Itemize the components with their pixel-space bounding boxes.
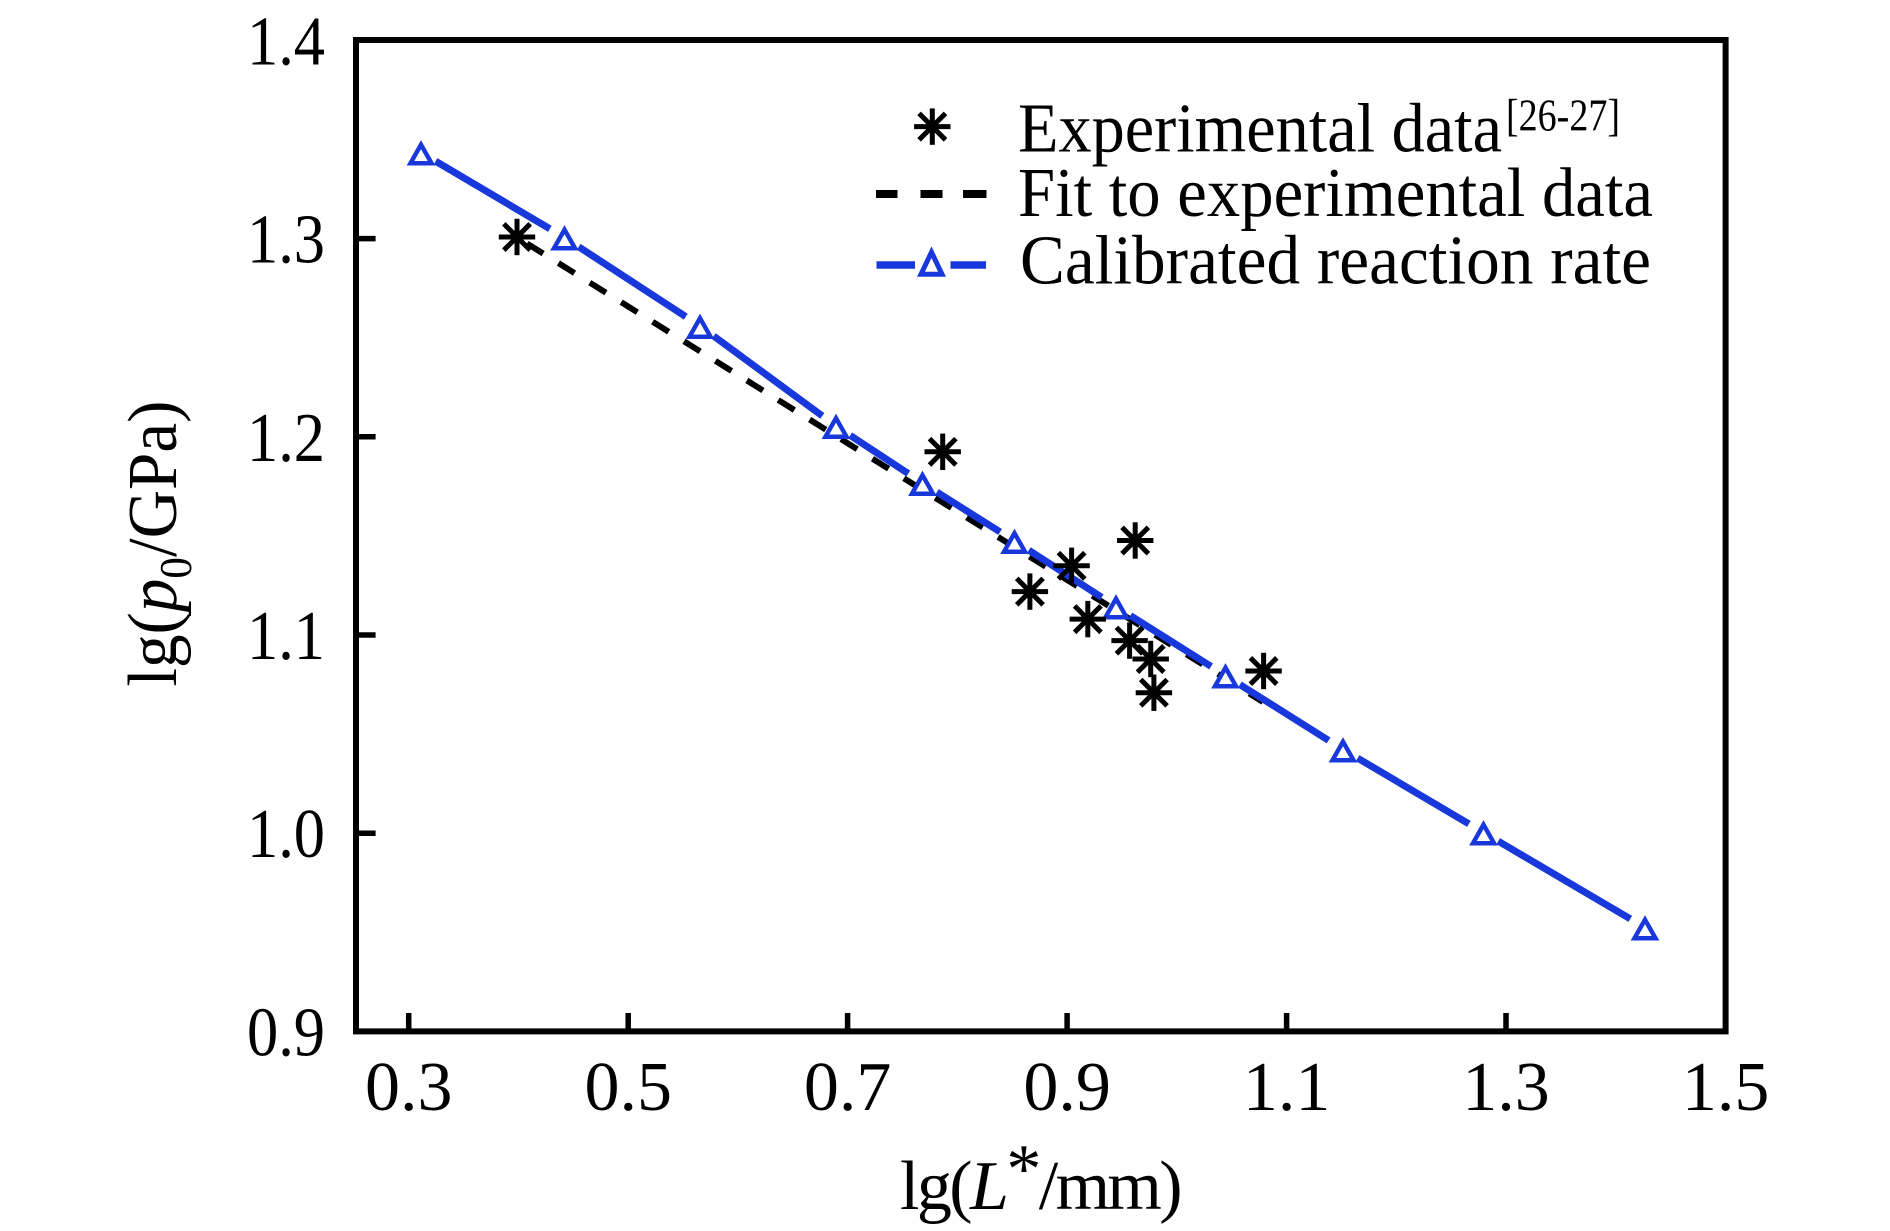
svg-text:Experimental data[26-27]: Experimental data[26-27] (1018, 90, 1620, 167)
svg-text:0.9: 0.9 (247, 994, 325, 1071)
svg-text:lg(p0/GPa): lg(p0/GPa) (115, 401, 201, 687)
svg-text:Fit to experimental data: Fit to experimental data (1018, 155, 1653, 232)
svg-text:1.3: 1.3 (247, 202, 325, 279)
svg-text:1.2: 1.2 (247, 400, 325, 477)
svg-text:1.0: 1.0 (247, 796, 325, 873)
svg-text:1.3: 1.3 (1462, 1049, 1550, 1126)
svg-text:0.3: 0.3 (365, 1049, 453, 1126)
svg-text:Calibrated reaction rate: Calibrated reaction rate (1020, 223, 1651, 300)
svg-text:1.5: 1.5 (1682, 1049, 1770, 1126)
svg-text:1.1: 1.1 (1243, 1049, 1331, 1126)
svg-text:1.4: 1.4 (247, 3, 325, 80)
svg-text:0.9: 0.9 (1023, 1049, 1111, 1126)
svg-text:0.5: 0.5 (584, 1049, 672, 1126)
svg-text:1.1: 1.1 (247, 598, 325, 675)
svg-text:0.7: 0.7 (804, 1049, 892, 1126)
